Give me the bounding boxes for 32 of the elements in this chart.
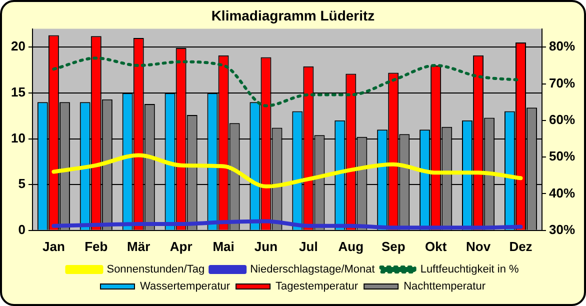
x-tick-label: Jan — [42, 238, 65, 254]
y-tick-label: 5 — [18, 176, 26, 192]
y-tick-label: 20 — [10, 38, 26, 54]
x-tick-label: Mär — [127, 238, 150, 254]
legend-label: Wassertemperatur — [140, 280, 230, 293]
y2-tick-label: 70% — [548, 75, 576, 90]
legend-label: Luftfeuchtigkeit in % — [420, 264, 519, 276]
x-tick-label: Feb — [84, 238, 108, 254]
y-tick-label: 10 — [10, 130, 26, 146]
x-tick-label: Dez — [509, 238, 533, 254]
legend-label: Tagestemperatur — [276, 280, 358, 293]
x-tick-label: Apr — [170, 238, 192, 254]
y2-tick-label: 60% — [548, 112, 576, 128]
y-tick-label: 0 — [18, 222, 26, 237]
legend-label: Sonnenstunden/Tag — [106, 264, 205, 276]
y2-tick-label: 30% — [548, 222, 576, 237]
legend-label: Niederschlagstage/Monat — [250, 264, 375, 276]
x-tick-label: Jun — [254, 238, 278, 254]
legend-label: Nachttemperatur — [404, 280, 486, 293]
chart-title: Klimadiagramm Lüderitz — [211, 7, 375, 24]
y2-tick-label: 80% — [548, 38, 576, 54]
y-tick-label: 15 — [10, 84, 26, 100]
line-series — [52, 219, 523, 230]
y2-tick-label: 40% — [548, 185, 576, 200]
y2-tick-label: 50% — [548, 148, 576, 164]
x-tick-label: Nov — [466, 238, 492, 254]
x-tick-label: Mai — [212, 238, 234, 254]
line-series — [52, 153, 523, 188]
x-tick-label: Sep — [381, 238, 406, 254]
x-tick-label: Aug — [338, 238, 364, 254]
x-tick-label: Jul — [299, 238, 318, 254]
x-tick-label: Okt — [424, 238, 448, 254]
